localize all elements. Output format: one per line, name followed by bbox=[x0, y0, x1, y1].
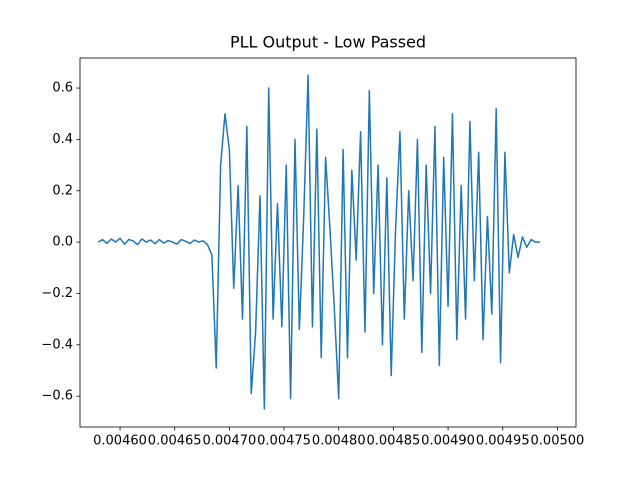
plot-frame bbox=[79, 57, 577, 428]
y-tick-label: 0.6 bbox=[52, 81, 73, 96]
y-tick-label: 0.4 bbox=[52, 132, 73, 147]
chart-title: PLL Output - Low Passed bbox=[230, 33, 426, 52]
x-tick-label: 0.00465 bbox=[148, 434, 202, 449]
x-tick-label: 0.00480 bbox=[312, 434, 366, 449]
x-tick-label: 0.00460 bbox=[93, 434, 147, 449]
y-tick-label: −0.2 bbox=[41, 286, 73, 301]
y-tick-label: −0.4 bbox=[41, 337, 73, 352]
y-tick-label: 0.0 bbox=[52, 235, 73, 250]
y-tick-label: 0.2 bbox=[52, 183, 73, 198]
x-tick-label: 0.00485 bbox=[367, 434, 421, 449]
y-tick-label: −0.6 bbox=[41, 389, 73, 404]
line bbox=[97, 74, 540, 410]
x-tick-label: 0.00495 bbox=[476, 434, 530, 449]
x-tick-label: 0.00490 bbox=[421, 434, 475, 449]
x-tick-label: 0.00500 bbox=[531, 434, 585, 449]
x-tick-label: 0.00470 bbox=[202, 434, 256, 449]
x-tick-label: 0.00475 bbox=[257, 434, 311, 449]
